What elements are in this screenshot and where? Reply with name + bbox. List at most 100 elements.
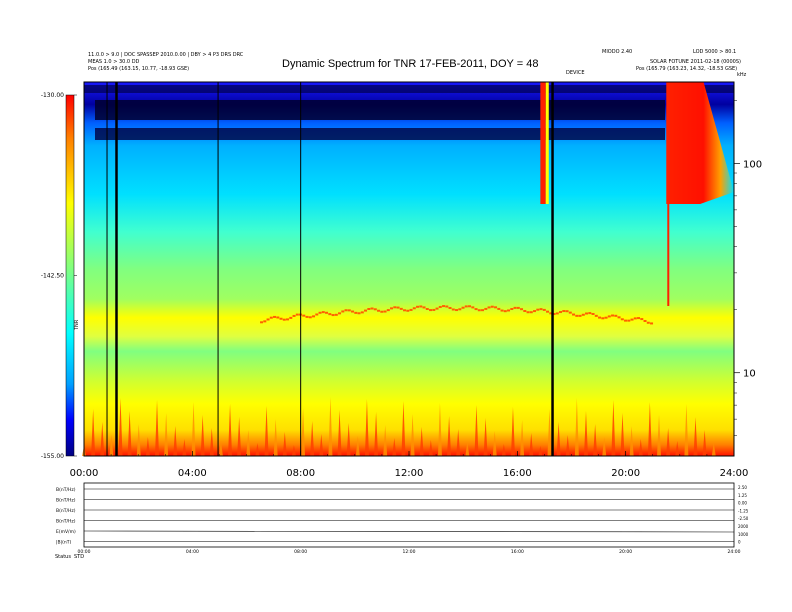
low-freq-spike [392,438,397,456]
emission-line-dot [279,317,283,320]
emission-line-dot [572,313,576,316]
emission-line-dot [432,308,436,311]
radio-burst [666,82,734,204]
emission-line-dot [481,309,485,312]
emission-line-dot [409,308,413,311]
low-freq-spike [255,443,260,456]
emission-line-dot [390,307,394,310]
header-right-line2: LOD 5000 > 80.1 [693,49,737,55]
low-freq-spike [474,405,479,456]
emission-line-dot [393,306,397,309]
emission-line-dot [594,314,598,317]
emission-line-dot [520,308,524,311]
x-tick-label: 20:00 [611,468,640,479]
dark-band-top [84,85,734,93]
bottom-panel-right-label: -1.25 [738,508,749,513]
low-freq-spike [273,419,278,456]
emission-line-dot [562,310,566,313]
emission-line-dot [422,306,426,309]
chart-title: Dynamic Spectrum for TNR 17-FEB-2011, DO… [282,58,539,70]
bottom-panel-right-label: 2000 [738,524,749,529]
header-right-unit: kHz [737,72,747,78]
y-axis-ticks: 100 10 [734,100,762,436]
emission-line-dot [627,319,631,322]
x-tick-label: 04:00 [178,468,207,479]
emission-line-dot [344,309,348,312]
low-freq-spike [355,436,360,456]
emission-line-dot [477,309,481,312]
low-freq-spike [282,432,287,456]
low-freq-spike [191,402,196,456]
bottom-x-label: 16:00 [511,549,524,555]
emission-line-dot [637,317,641,320]
bottom-panel-label: |B|(nT) [56,540,71,546]
low-freq-spike [301,408,306,456]
emission-line-dot [448,306,452,309]
emission-line-dot [568,311,572,314]
header-left-line2: MEAS 1.0 > 30.0 DD [88,59,140,65]
emission-line-dot [591,312,595,315]
emission-line-dot [282,318,286,321]
radio-burst-edge [545,82,549,204]
bottom-x-label: 00:00 [78,549,91,555]
low-freq-spike [228,404,233,456]
low-freq-spike [547,409,552,456]
emission-line-dot [529,311,533,314]
low-freq-spike [237,417,242,456]
emission-line-dot [347,309,351,312]
emission-line-dot [315,313,319,316]
low-freq-spike [91,409,96,456]
emission-line-dot [559,311,563,314]
emission-line-dot [354,311,358,314]
emission-line-dot [260,321,264,324]
emission-line-dot [464,305,468,308]
emission-line-dot [308,316,312,319]
emission-line-dot [383,310,387,313]
emission-line-dot [386,309,390,312]
emission-line-dot [321,311,325,314]
emission-line-dot [578,314,582,317]
emission-line-dot [305,315,309,318]
emission-line-dot [292,314,296,317]
x-tick-label: 24:00 [720,468,749,479]
low-freq-spike [702,430,707,456]
emission-line-dot [604,316,608,319]
bottom-x-label: 20:00 [619,549,632,555]
emission-line-dot [416,305,420,308]
low-freq-spike [145,437,150,456]
emission-line-dot [312,315,316,318]
emission-line-dot [442,305,446,308]
emission-line-dot [484,307,488,310]
emission-line-dot [325,311,329,314]
emission-line-dot [611,314,615,317]
bottom-panel-right-label: 0 [738,540,741,545]
emission-line-dot [295,313,299,316]
low-freq-spike [383,425,388,456]
emission-line-dot [396,306,400,309]
y-tick-label: 10 [743,369,756,380]
emission-line-dot [633,317,637,320]
emission-line-dot [526,311,530,314]
bottom-x-label: 12:00 [403,549,416,555]
low-freq-spike [109,435,114,456]
low-freq-spike [209,428,214,456]
low-freq-spike [337,410,342,456]
emission-line-dot [435,307,439,310]
colorbar [65,94,75,457]
emission-line-dot [461,306,465,309]
emission-line-dot [370,307,374,310]
colorbar-label: TNR [74,319,80,331]
footer-status: Status [55,554,71,560]
bottom-panel-label: B(nT/Hz) [56,498,76,504]
emission-line-dot [474,308,478,311]
low-freq-spike [374,412,379,456]
low-freq-spike [583,411,588,456]
low-freq-spike [638,439,643,456]
emission-line-dot [500,309,504,312]
low-freq-spike [118,398,123,456]
emission-line-dot [507,309,511,312]
bottom-panel-right-label: 1.25 [738,493,747,498]
x-tick-label: 00:00 [70,468,99,479]
emission-line-dot [523,309,527,312]
header-right-line3: SOLAR FOTUNE 2011-02-18 (0000S) [650,59,741,65]
